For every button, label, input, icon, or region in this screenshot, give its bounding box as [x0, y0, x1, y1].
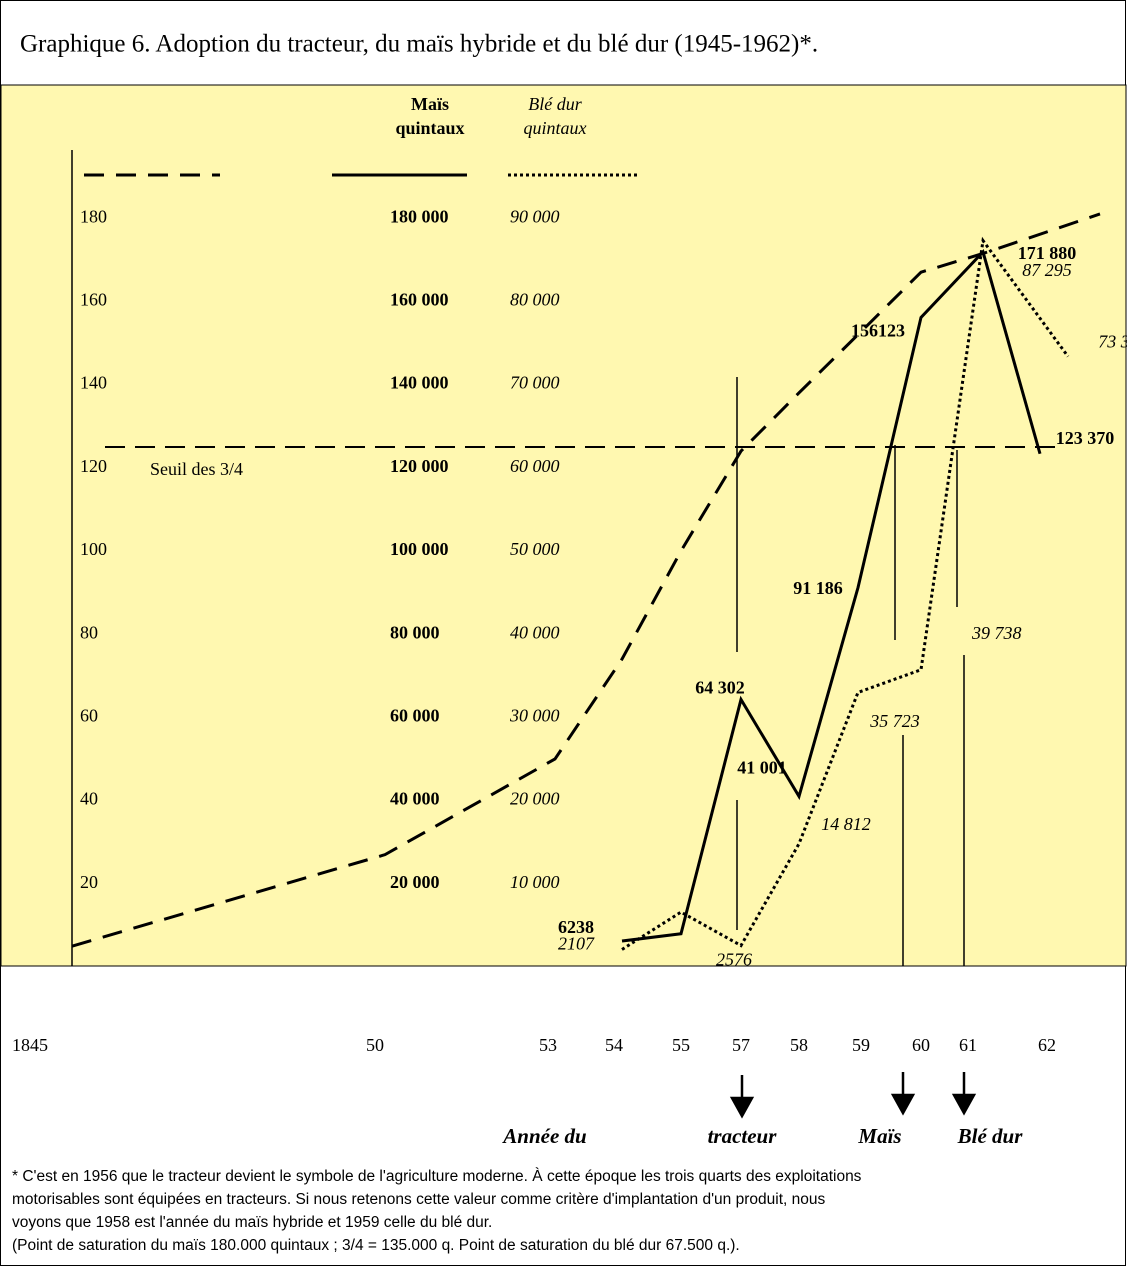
- x-tick-label: 55: [672, 1035, 690, 1055]
- series-line: [621, 248, 1042, 943]
- y-tick-label: 140 000: [390, 373, 449, 393]
- value-label: 2107: [558, 934, 595, 954]
- x-tick-label: 57: [732, 1035, 750, 1055]
- series-line: [621, 236, 1070, 951]
- y-tick-label: 140: [80, 373, 107, 393]
- value-label: 91 186: [793, 578, 843, 598]
- y-tick-label: 60: [80, 706, 98, 726]
- value-label: 35 723: [869, 711, 920, 731]
- y-tick-label: 180 000: [390, 206, 449, 226]
- y-tick-label: 40 000: [510, 622, 560, 642]
- y-tick-label: 20 000: [510, 789, 560, 809]
- x-tick-label: 61: [959, 1035, 977, 1055]
- y-tick-label: 100 000: [390, 539, 449, 559]
- y-tick-label: 80 000: [390, 622, 440, 642]
- y-tick-label: 20: [80, 872, 98, 892]
- threshold-label: Seuil des 3/4: [150, 459, 243, 479]
- axis-header: Maïs: [411, 94, 449, 114]
- series-line: [71, 212, 1101, 948]
- value-label: 87 295: [1022, 260, 1072, 280]
- value-label: 14 812: [821, 814, 871, 834]
- y-tick-label: 180: [80, 206, 107, 226]
- y-tick-label: 30 000: [509, 706, 560, 726]
- value-label: 156123: [851, 321, 905, 341]
- chart-title: Graphique 6. Adoption du tracteur, du ma…: [20, 31, 818, 58]
- guides: [736, 377, 965, 966]
- y-tick-label: 70 000: [510, 373, 560, 393]
- axis-header: quintaux: [524, 118, 587, 138]
- x-tick-label: 59: [852, 1035, 870, 1055]
- plot-area: [0, 84, 1127, 967]
- value-label: 64 302: [695, 678, 745, 698]
- y-tick-label: 90 000: [510, 206, 560, 226]
- annotation: 39 738: [971, 623, 1022, 643]
- value-label: 41 001: [737, 758, 787, 778]
- y-tick-label: 80 000: [510, 289, 560, 309]
- y-tick-label: 160 000: [390, 289, 449, 309]
- footnote: * C'est en 1956 que le tracteur devient …: [12, 1168, 862, 1185]
- value-label: 123 370: [1056, 428, 1115, 448]
- y-tick-label: 60 000: [390, 706, 440, 726]
- axis-header: quintaux: [395, 118, 464, 138]
- x-tick-label: 54: [605, 1035, 623, 1055]
- x-tick-label: 53: [539, 1035, 557, 1055]
- x-tick-label: 50: [366, 1035, 384, 1055]
- y-tick-label: 50 000: [510, 539, 560, 559]
- value-label: 6238: [558, 917, 594, 937]
- x-tick-label: 1845: [12, 1035, 48, 1055]
- axis-header: Blé dur: [528, 94, 582, 114]
- arrows: [729, 1072, 977, 1119]
- y-tick-label: 60 000: [510, 456, 560, 476]
- y-tick-label: 10 000: [510, 872, 560, 892]
- x-tick-label: 60: [912, 1035, 930, 1055]
- value-label: 73 376: [1098, 332, 1127, 352]
- y-tick-label: 160: [80, 289, 107, 309]
- value-label: 2576: [716, 950, 752, 970]
- x-tick-label: 58: [790, 1035, 808, 1055]
- y-tick-label: 100: [80, 539, 107, 559]
- x-tick-label: 62: [1038, 1035, 1056, 1055]
- marker-label: Blé dur: [957, 1124, 1024, 1148]
- y-tick-label: 80: [80, 622, 98, 642]
- y-tick-label: 40: [80, 789, 98, 809]
- y-tick-label: 40 000: [390, 789, 440, 809]
- marker-label: tracteur: [708, 1124, 778, 1148]
- y-tick-label: 20 000: [390, 872, 440, 892]
- y-tick-label: 120 000: [390, 456, 449, 476]
- value-label: 171 880: [1018, 243, 1077, 263]
- footnote: voyons que 1958 est l'année du maïs hybr…: [12, 1214, 492, 1231]
- marker-label: Maïs: [857, 1124, 901, 1148]
- footnote: (Point de saturation du maïs 180.000 qui…: [12, 1237, 740, 1254]
- marker-label: Année du: [501, 1124, 586, 1148]
- y-tick-label: 120: [80, 456, 107, 476]
- footnote: motorisables sont équipées en tracteurs.…: [12, 1191, 825, 1208]
